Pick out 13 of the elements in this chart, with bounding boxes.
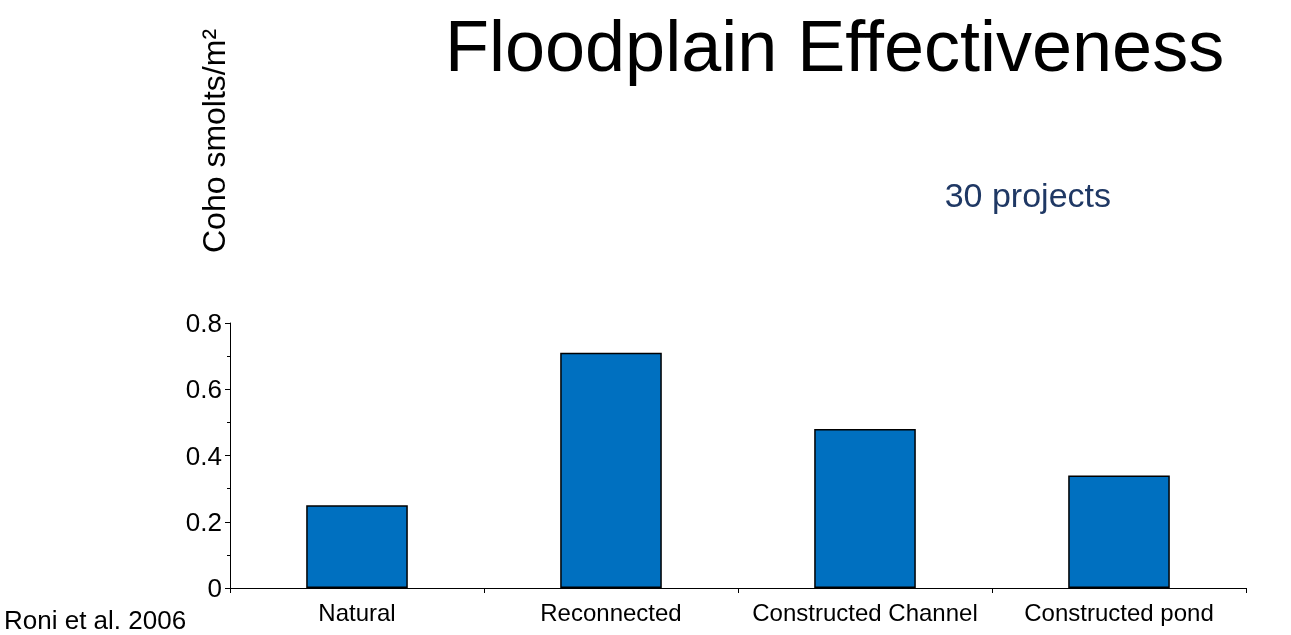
- y-tick-label: 0.6: [185, 374, 222, 405]
- y-tick-label: 0.2: [185, 506, 222, 537]
- x-tick-label: Natural: [318, 598, 396, 626]
- text: 30 projects: [944, 176, 1112, 214]
- x-tick-label: Constructed pond: [1024, 598, 1214, 626]
- y-tick-label: 0.4: [185, 440, 222, 471]
- x-tick-label: Constructed Channel: [752, 598, 978, 626]
- y-tick-label: 0.8: [185, 308, 222, 338]
- text: Roni et al. 2006: [4, 605, 187, 635]
- chart-title: Floodplain Effectiveness: [445, 6, 1225, 86]
- x-tick-label: Reconnected: [540, 598, 682, 626]
- y-axis-title: Coho smolts/m²: [196, 28, 232, 253]
- y-tick-label: 0: [207, 573, 222, 603]
